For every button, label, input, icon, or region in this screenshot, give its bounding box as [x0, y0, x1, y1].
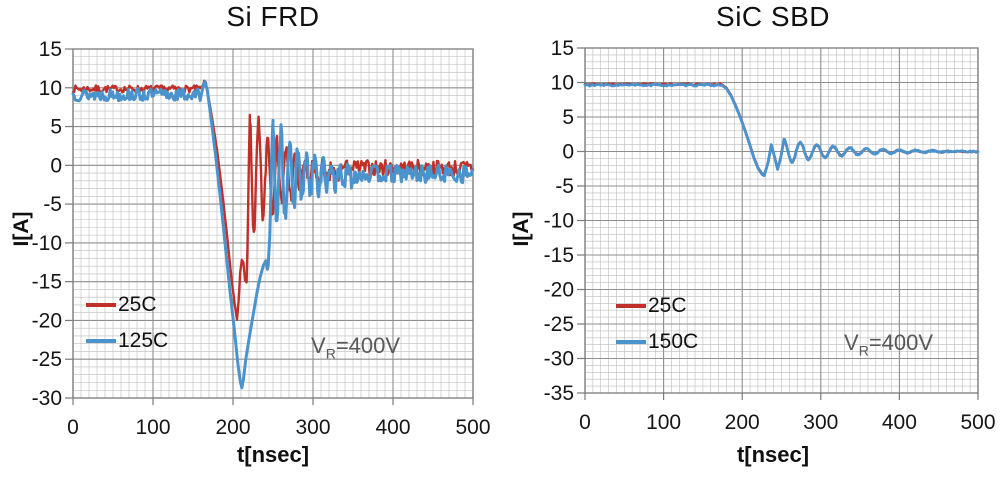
svg-text:200: 200 — [725, 411, 760, 434]
chart-si-frd: Si FRD 0 100 200 300 400 500 15 10 5 0 -5 -10 -15 -20… — [10, 1, 491, 467]
svg-text:-10: -10 — [32, 232, 62, 255]
svg-text:5: 5 — [50, 116, 62, 139]
svg-text:300: 300 — [295, 416, 330, 439]
svg-text:-20: -20 — [544, 279, 574, 302]
svg-text:500: 500 — [455, 416, 490, 439]
svg-text:-30: -30 — [32, 387, 62, 410]
annotation-subscript: R — [325, 345, 336, 362]
legend-label-125c: 125C — [118, 329, 169, 352]
legend-label-25c: 25C — [648, 294, 687, 317]
svg-text:-35: -35 — [544, 382, 574, 405]
svg-text:15: 15 — [551, 37, 574, 60]
chart-sic-sbd: SiC SBD 0 100 200 300 400 500 15 10 5 0 -5 -10 -15 -2… — [500, 0, 1000, 477]
svg-text:0: 0 — [50, 154, 62, 177]
chart-title-sic-sbd: SiC SBD — [716, 1, 830, 32]
svg-text:300: 300 — [803, 411, 838, 434]
svg-text:0: 0 — [67, 416, 79, 439]
reverse-voltage-annotation: VR=400V — [844, 330, 933, 358]
svg-text:-5: -5 — [43, 193, 62, 216]
svg-text:0: 0 — [562, 141, 574, 164]
svg-text:-10: -10 — [544, 210, 574, 233]
legend-line-sample-25c — [86, 303, 116, 307]
svg-text:5: 5 — [562, 106, 574, 129]
svg-text:-30: -30 — [544, 348, 574, 371]
annotation-value: =400V — [335, 333, 401, 358]
svg-text:-20: -20 — [32, 309, 62, 332]
legend-entry-25c: 25C — [616, 288, 698, 324]
y-axis-label: I[A] — [510, 211, 533, 247]
svg-text:15: 15 — [39, 38, 62, 61]
x-axis-label: t[nsec] — [236, 442, 310, 467]
legend-line-sample-150c — [616, 340, 646, 344]
legend-entry-150c: 150C — [616, 324, 698, 360]
svg-text:200: 200 — [215, 416, 250, 439]
svg-text:100: 100 — [135, 416, 170, 439]
legend-label-25c: 25C — [118, 293, 157, 316]
legend-line-sample-25c — [616, 304, 646, 308]
annotation-subscript: R — [858, 342, 869, 359]
svg-text:-25: -25 — [544, 313, 574, 336]
legend: 25C 125C — [86, 287, 168, 359]
legend: 25C 150C — [616, 288, 698, 360]
svg-text:10: 10 — [551, 72, 574, 95]
x-axis-label: t[nsec] — [736, 442, 810, 467]
legend-label-150c: 150C — [648, 330, 699, 353]
svg-text:400: 400 — [882, 411, 917, 434]
svg-text:-25: -25 — [32, 348, 62, 371]
legend-line-sample-125c — [86, 339, 116, 343]
legend-entry-25c: 25C — [86, 287, 168, 323]
annotation-symbol: V — [311, 333, 326, 358]
svg-text:0: 0 — [579, 411, 591, 434]
chart-title-si-frd: Si FRD — [226, 1, 320, 32]
svg-text:-15: -15 — [32, 271, 62, 294]
svg-text:400: 400 — [375, 416, 410, 439]
annotation-symbol: V — [844, 330, 859, 355]
reverse-voltage-annotation: VR=400V — [311, 333, 400, 361]
legend-entry-125c: 125C — [86, 323, 168, 359]
plot-area-si-frd: 0 100 200 300 400 500 15 10 5 0 -5 -10 -15 -20 -25 -30 — [32, 38, 491, 439]
svg-text:-5: -5 — [555, 175, 574, 198]
svg-text:10: 10 — [39, 77, 62, 100]
svg-text:500: 500 — [960, 411, 995, 434]
svg-text:100: 100 — [646, 411, 681, 434]
annotation-value: =400V — [868, 330, 934, 355]
y-axis-label: I[A] — [10, 211, 33, 247]
svg-text:-15: -15 — [544, 244, 574, 267]
plot-area-sic-sbd: 0 100 200 300 400 500 15 10 5 0 -5 -10 -15 -20 -25 -30 -… — [544, 37, 996, 434]
